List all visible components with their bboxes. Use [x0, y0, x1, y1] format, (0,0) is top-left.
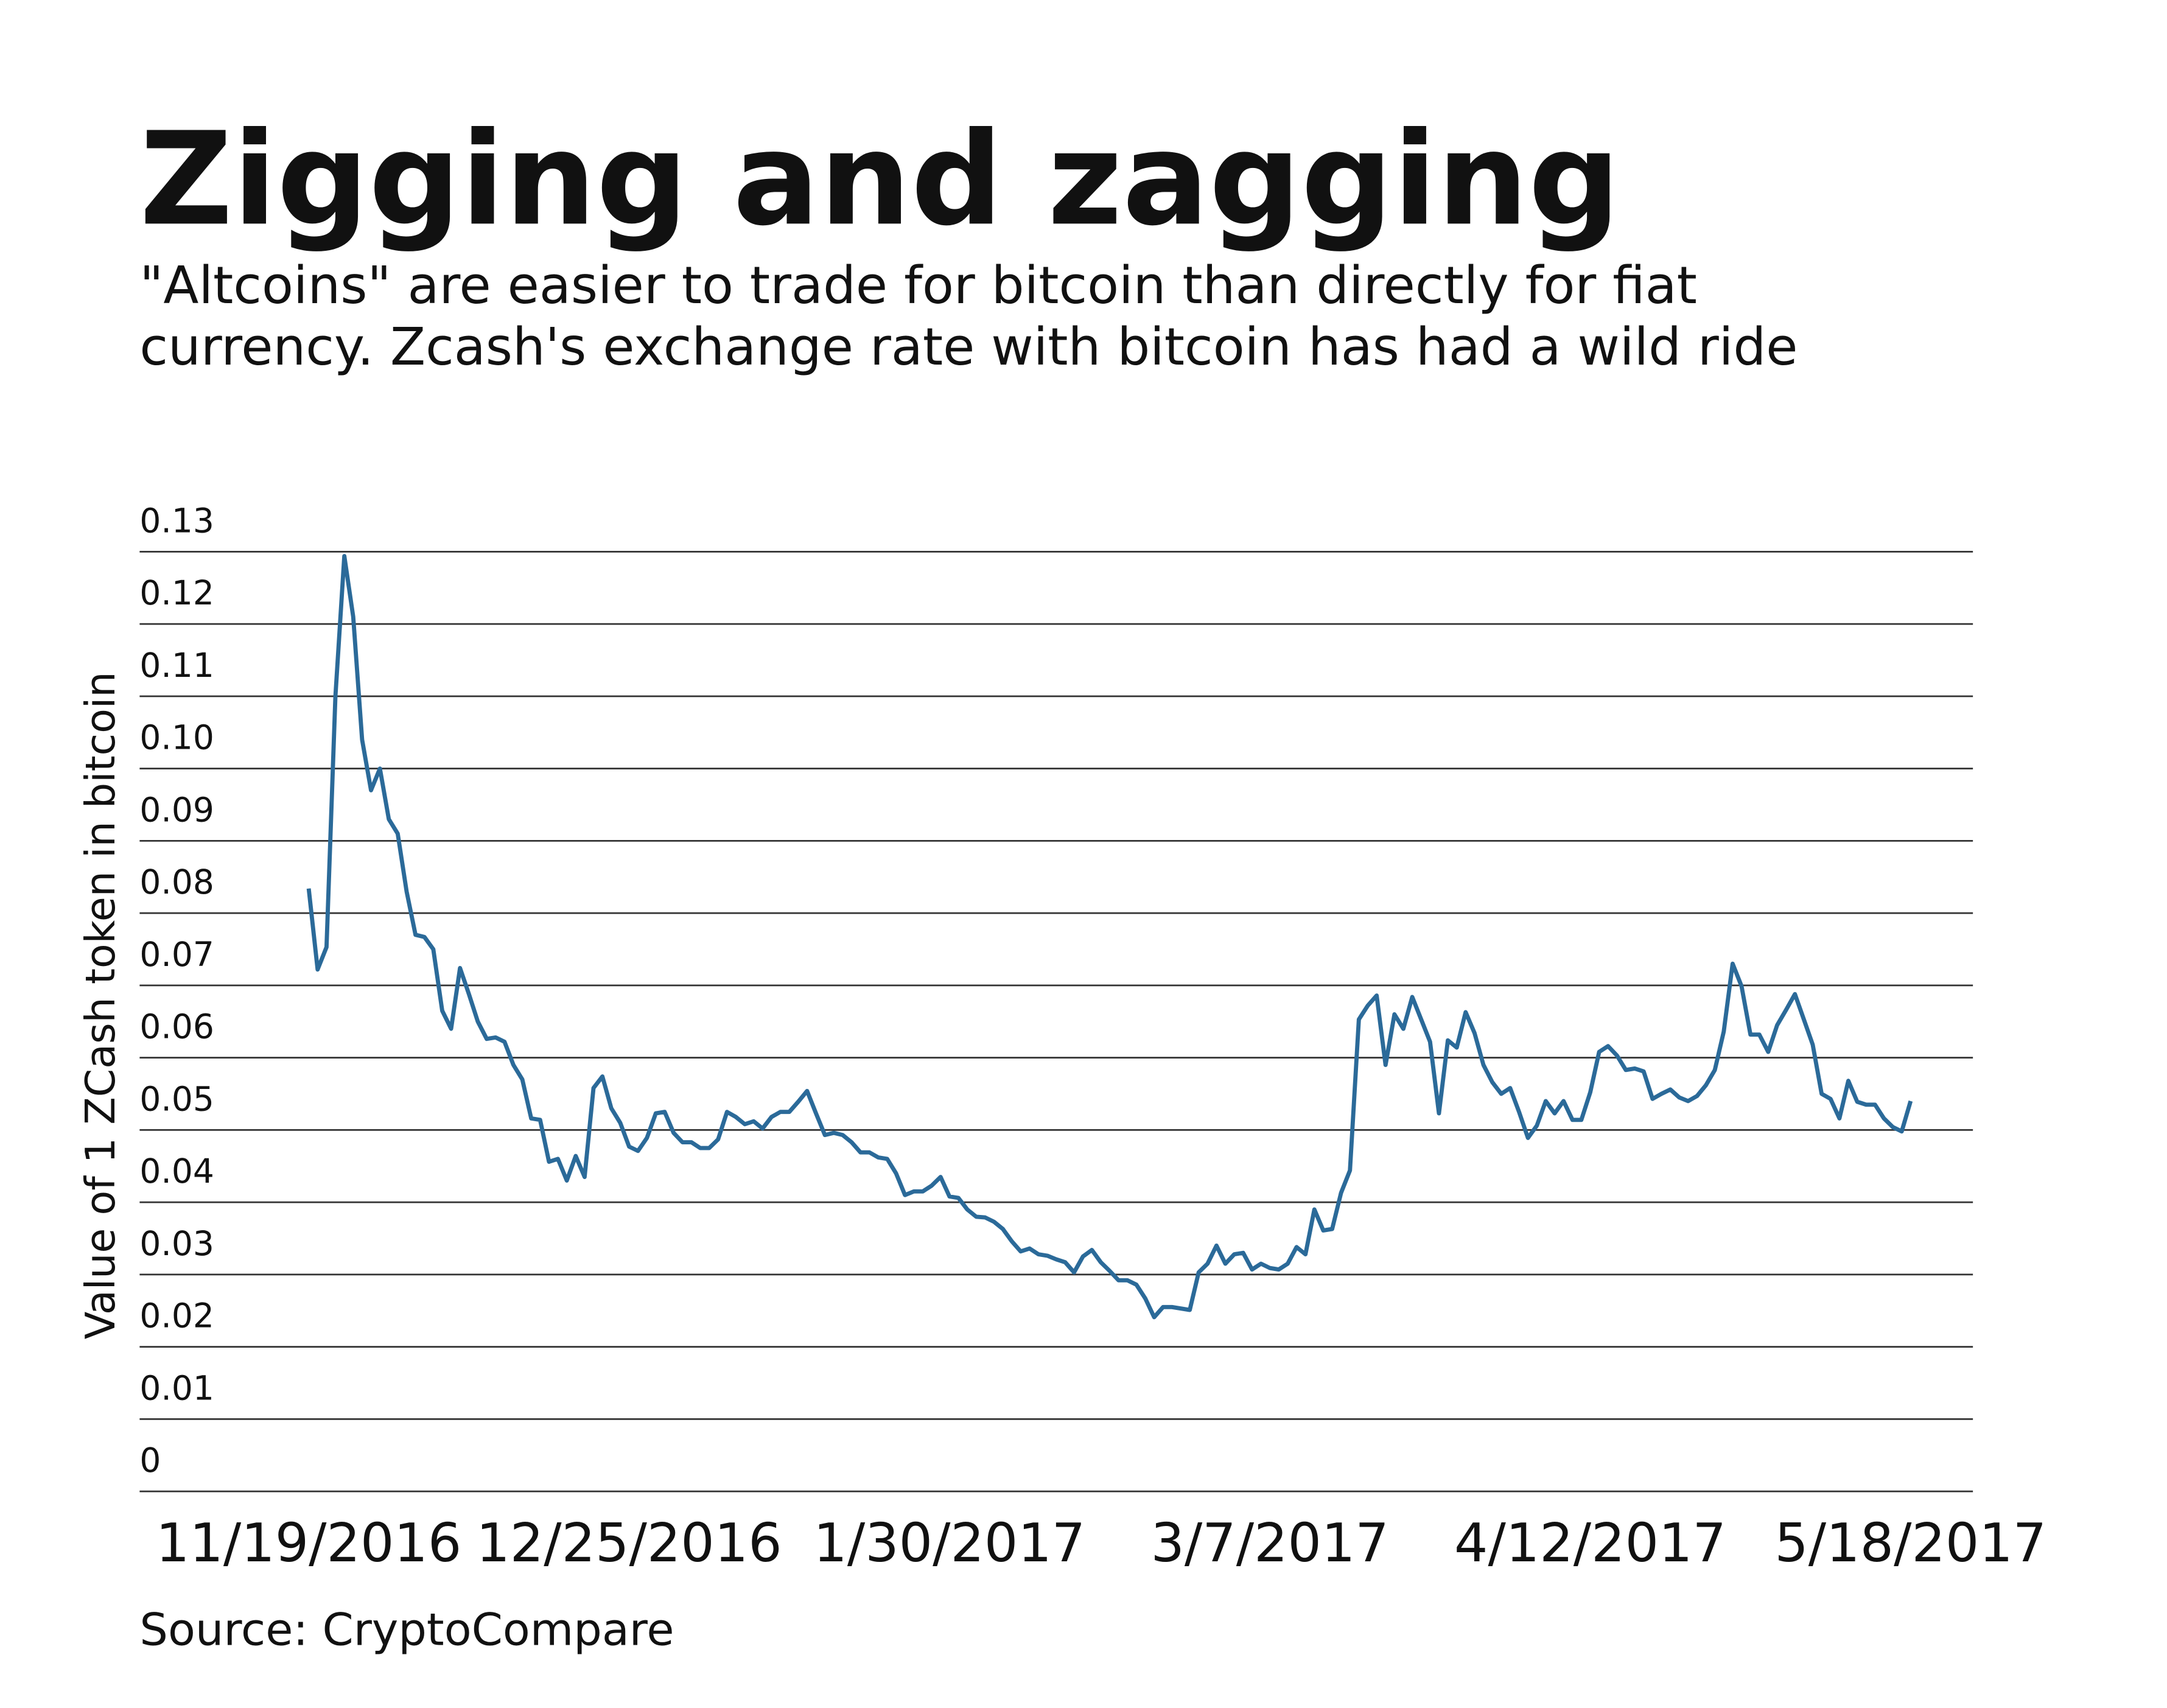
- chart-subtitle: currency. Zcash's exchange rate with bit…: [139, 317, 1798, 377]
- y-tick-label: 0: [139, 1441, 161, 1480]
- y-tick-label: 0.06: [139, 1007, 214, 1046]
- x-tick-label: 11/19/2016: [156, 1512, 461, 1574]
- x-tick-label: 5/18/2017: [1774, 1512, 2046, 1574]
- y-axis-label: Value of 1 ZCash token in bitcoin: [77, 671, 124, 1339]
- y-tick-label: 0.13: [139, 501, 214, 540]
- y-tick-label: 0.05: [139, 1079, 214, 1118]
- y-tick-label: 0.11: [139, 646, 214, 685]
- y-tick-label: 0.08: [139, 863, 214, 901]
- y-tick-label: 0.04: [139, 1152, 214, 1191]
- y-tick-label: 0.03: [139, 1224, 214, 1263]
- y-tick-label: 0.12: [139, 573, 214, 612]
- y-tick-label: 0.07: [139, 935, 214, 974]
- y-tick-label: 0.10: [139, 718, 214, 757]
- source: Source: CryptoCompare: [139, 1604, 674, 1656]
- y-tick-label: 0.09: [139, 790, 214, 829]
- x-tick-label: 3/7/2017: [1150, 1512, 1388, 1574]
- data-line: [306, 554, 1913, 1320]
- y-tick-label: 0.02: [139, 1297, 214, 1335]
- y-tick-label: 0.01: [139, 1368, 214, 1407]
- x-tick-label: 1/30/2017: [813, 1512, 1085, 1574]
- x-tick-label: 4/12/2017: [1454, 1512, 1726, 1574]
- chart-title: Zigging and zagging: [139, 104, 1620, 254]
- x-tick-label: 12/25/2016: [476, 1512, 782, 1574]
- chart-subtitle: "Altcoins" are easier to trade for bitco…: [139, 256, 1697, 316]
